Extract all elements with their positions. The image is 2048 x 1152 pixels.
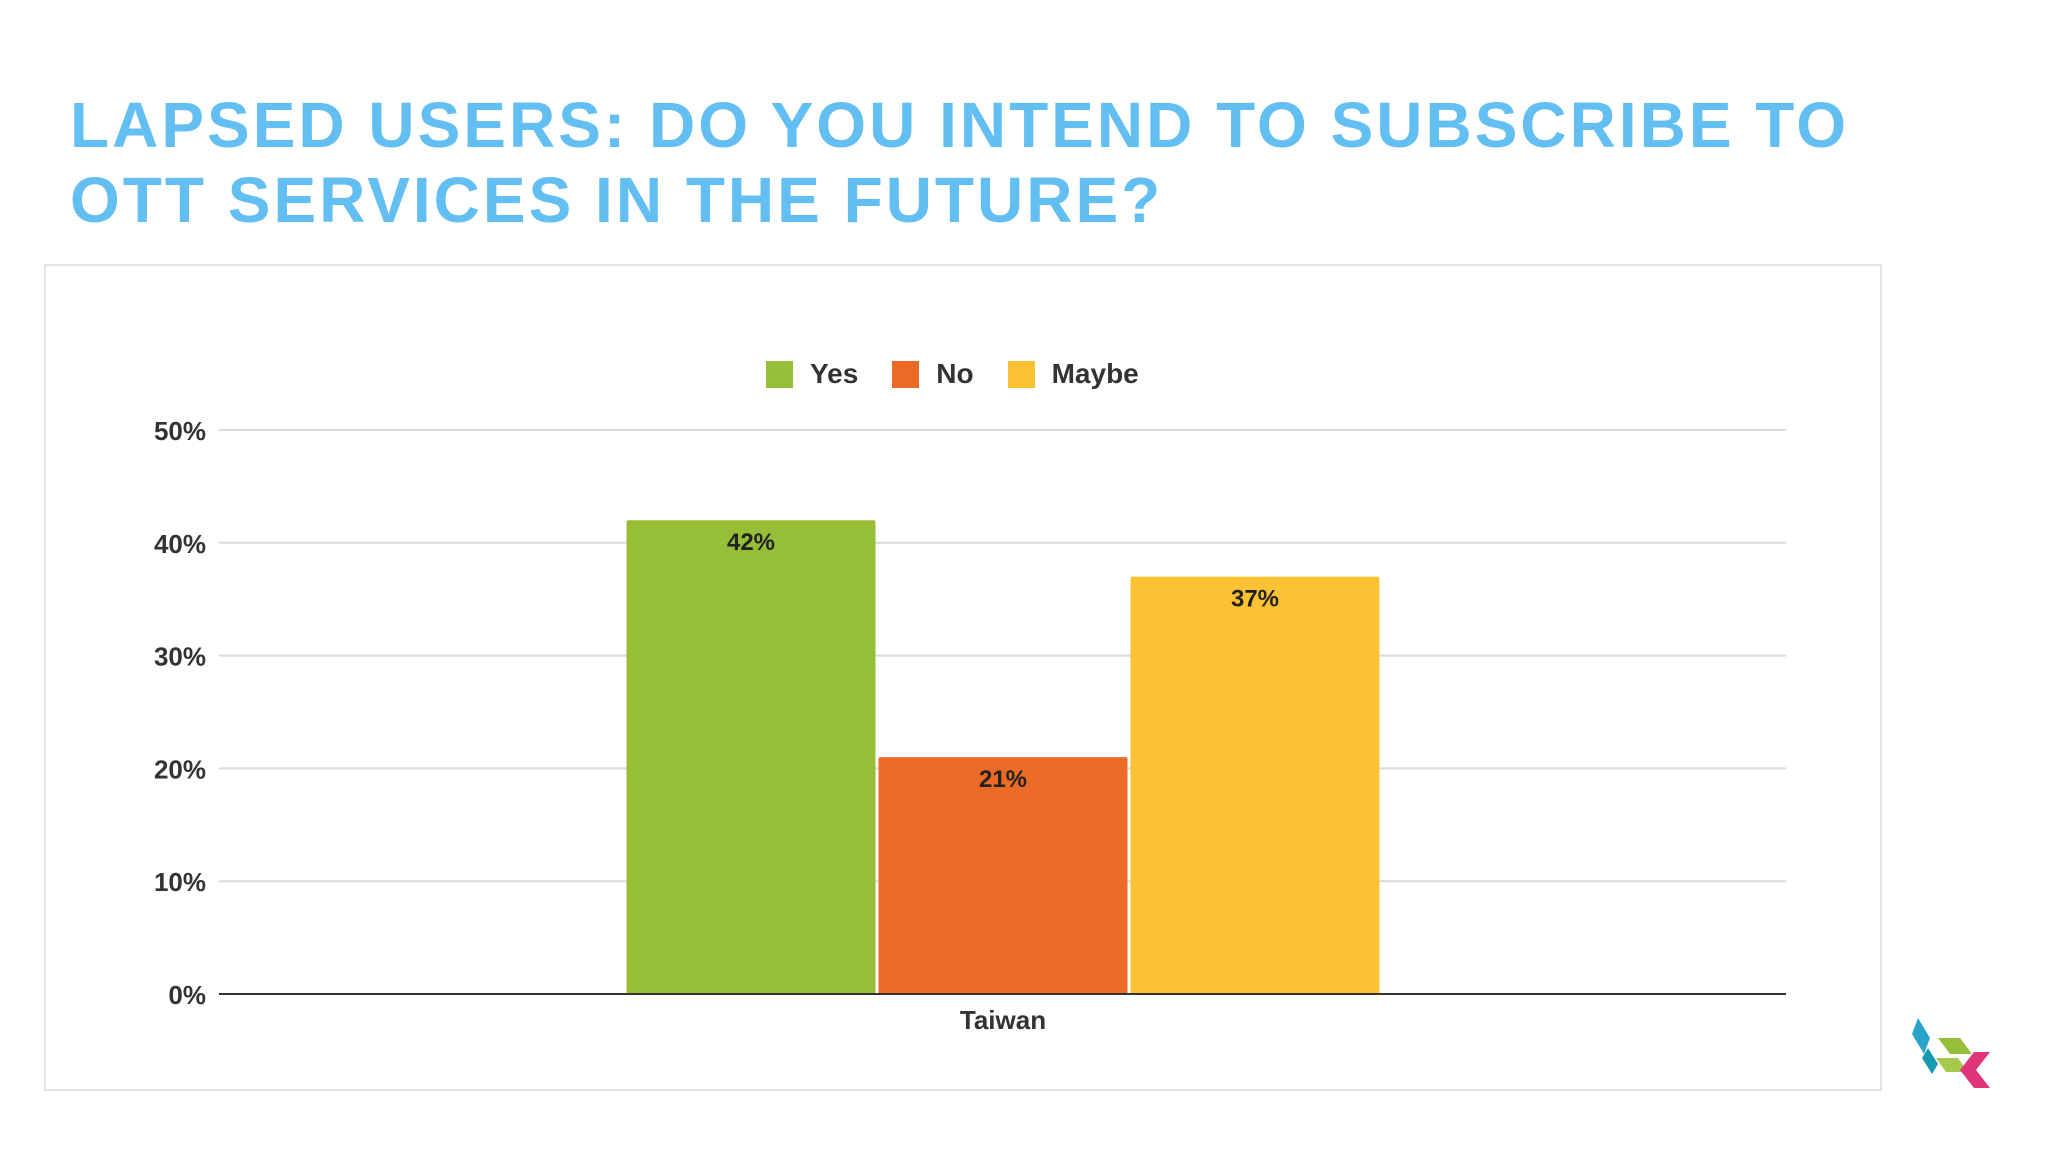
legend-label-maybe: Maybe [1051, 358, 1139, 389]
y-tick-label: 30% [154, 642, 206, 672]
bar-yes [626, 520, 876, 994]
logo-teal-shape [1922, 1048, 1938, 1074]
legend-item-maybe: Maybe [1007, 358, 1139, 390]
legend-swatch-maybe [1007, 360, 1035, 388]
logo-green-shape [1938, 1038, 1972, 1054]
bar-chart: 0% 10% 20% 30% 40% 50% 42% 21% 37% Taiwan [154, 416, 1786, 1035]
bar-maybe [1130, 576, 1380, 994]
legend-label-no: No [936, 358, 974, 389]
chart-panel: 0% 10% 20% 30% 40% 50% 42% 21% 37% Taiwan Yes No … [44, 264, 1882, 1091]
bar-no [878, 757, 1128, 994]
y-tick-label: 20% [154, 754, 206, 784]
legend-item-yes: Yes [766, 358, 858, 390]
y-tick-label: 50% [154, 416, 206, 446]
legend-swatch-no [892, 360, 920, 388]
legend-item-no: No [892, 358, 974, 390]
y-tick-label: 0% [168, 980, 206, 1010]
y-tick-label: 10% [154, 867, 206, 897]
legend-label-yes: Yes [810, 358, 859, 389]
legend-swatch-yes [766, 360, 793, 388]
data-label-yes: 42% [727, 529, 775, 556]
logo-blue-shape [1912, 1018, 1930, 1054]
logo-pink-shape [1960, 1052, 1990, 1088]
company-logo-icon [1912, 1018, 1990, 1088]
y-tick-label: 40% [154, 529, 206, 559]
logo-green-shape-lower [1936, 1058, 1968, 1072]
chart-legend: Yes No Maybe [766, 358, 1173, 390]
data-label-no: 21% [979, 766, 1027, 793]
x-category-label: Taiwan [960, 1005, 1046, 1035]
slide-title: LAPSED USERS: DO YOU INTEND TO SUBSCRIBE… [70, 89, 1849, 236]
data-label-maybe: 37% [1231, 586, 1279, 613]
